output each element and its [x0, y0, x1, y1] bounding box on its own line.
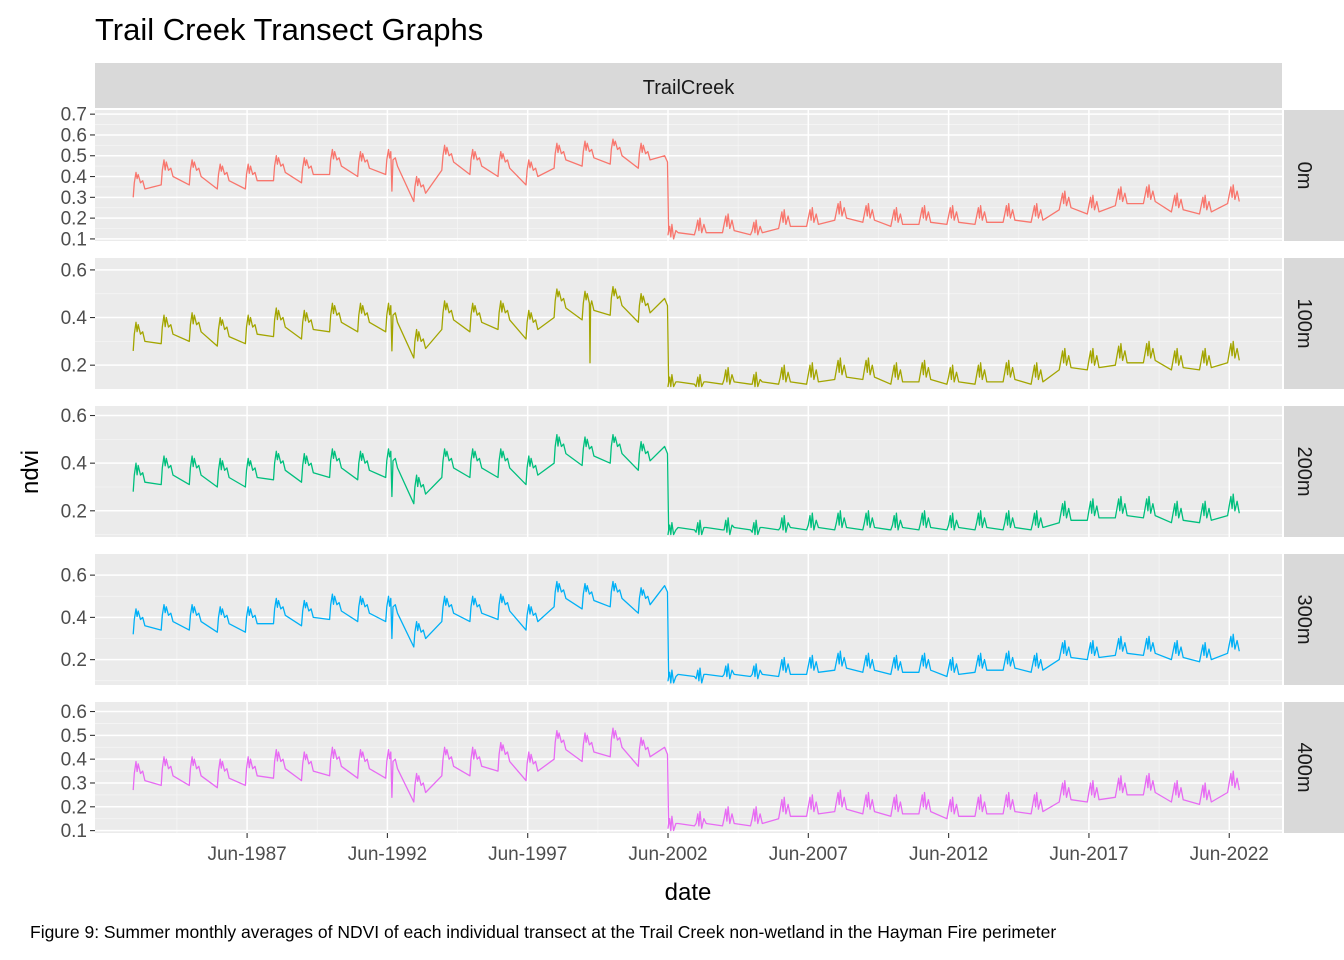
- y-tick-label: 0.3: [61, 773, 87, 794]
- x-tick-label: Jun-2017: [1049, 844, 1128, 865]
- x-tick-label: Jun-2022: [1190, 844, 1269, 865]
- y-tick-label: 0.2: [61, 501, 87, 522]
- y-tick-label: 0.6: [61, 260, 87, 281]
- facet-panels: 0.10.20.30.40.50.60.70m0.20.40.6100m0.20…: [61, 105, 1344, 842]
- x-axis: Jun-1987 Jun-1992 Jun-1997 Jun-2002 Jun-2007…: [207, 833, 1269, 865]
- facet-strip-right-bg: [1284, 406, 1344, 537]
- x-tick-label: Jun-2012: [909, 844, 988, 865]
- facet-strip-top-label: TrailCreek: [643, 77, 735, 99]
- y-tick-label: 0.4: [61, 308, 88, 329]
- series-line-300m: [132, 580, 1240, 684]
- panel-background: [95, 110, 1282, 241]
- y-tick-label: 0.5: [61, 726, 87, 747]
- facet-strip-right-label: 100m: [1293, 298, 1315, 348]
- y-tick-label: 0.4: [61, 750, 88, 771]
- series-line-0m: [132, 138, 1240, 240]
- facet-strip-right-bg: [1284, 110, 1344, 241]
- facet-strip-top: TrailCreek: [95, 63, 1282, 108]
- facet-strip-right-label: 0m: [1293, 162, 1315, 190]
- facet-strip-top-bg: [95, 63, 1282, 108]
- y-tick-label: 0.1: [61, 229, 87, 250]
- y-tick-label: 0.3: [61, 188, 87, 209]
- facet-strip-right-label: 200m: [1293, 446, 1315, 496]
- y-tick-label: 0.4: [61, 608, 88, 629]
- y-tick-label: 0.2: [61, 650, 87, 671]
- facet-strip-right-bg: [1284, 702, 1344, 833]
- y-tick-label: 0.6: [61, 702, 87, 723]
- panel-background: [95, 554, 1282, 685]
- x-tick-label: Jun-1987: [207, 844, 286, 865]
- x-tick-label: Jun-2007: [769, 844, 848, 865]
- facet-strip-right-bg: [1284, 554, 1344, 685]
- facet-panel-200m: 0.2 0.4 0.6 200m: [61, 406, 1344, 537]
- facet-panel-400m: 0.1 0.2 0.30.4 0.5 0.6 400m: [61, 702, 1344, 842]
- x-tick-label: Jun-1992: [348, 844, 427, 865]
- panel-background: [95, 702, 1282, 833]
- y-tick-label: 0.6: [61, 406, 87, 427]
- y-tick-label: 0.5: [61, 146, 87, 167]
- y-tick-label: 0.1: [61, 821, 87, 842]
- series-line-400m: [132, 727, 1240, 832]
- series-line-200m: [132, 433, 1240, 536]
- y-tick-label: 0.4: [61, 454, 88, 475]
- y-tick-label: 0.7: [61, 105, 87, 126]
- y-tick-label: 0.2: [61, 356, 87, 377]
- x-tick-label: Jun-1997: [488, 844, 567, 865]
- x-tick-label: Jun-2002: [628, 844, 707, 865]
- facet-strip-right-label: 400m: [1293, 742, 1315, 792]
- facet-panel-300m: 0.2 0.4 0.6 300m: [61, 554, 1344, 685]
- chart-title: Trail Creek Transect Graphs: [95, 12, 483, 47]
- panel-background: [95, 406, 1282, 537]
- y-axis-title: ndvi: [17, 450, 44, 494]
- x-axis-title: date: [665, 879, 712, 906]
- y-tick-label: 0.6: [61, 566, 87, 587]
- y-tick-label: 0.4: [61, 167, 88, 188]
- y-tick-label: 0.2: [61, 209, 87, 230]
- facet-panel-0m: 0.10.20.30.40.50.60.7 0m: [61, 105, 1344, 250]
- facet-panel-100m: 0.2 0.4 0.6 100m: [61, 258, 1344, 389]
- y-tick-label: 0.2: [61, 797, 87, 818]
- facet-strip-right-bg: [1284, 258, 1344, 389]
- series-line-100m: [132, 285, 1240, 388]
- figure-caption: Figure 9: Summer monthly averages of NDV…: [30, 922, 1057, 942]
- panel-background: [95, 258, 1282, 389]
- y-tick-label: 0.6: [61, 125, 87, 146]
- facet-strip-right-label: 300m: [1293, 594, 1315, 644]
